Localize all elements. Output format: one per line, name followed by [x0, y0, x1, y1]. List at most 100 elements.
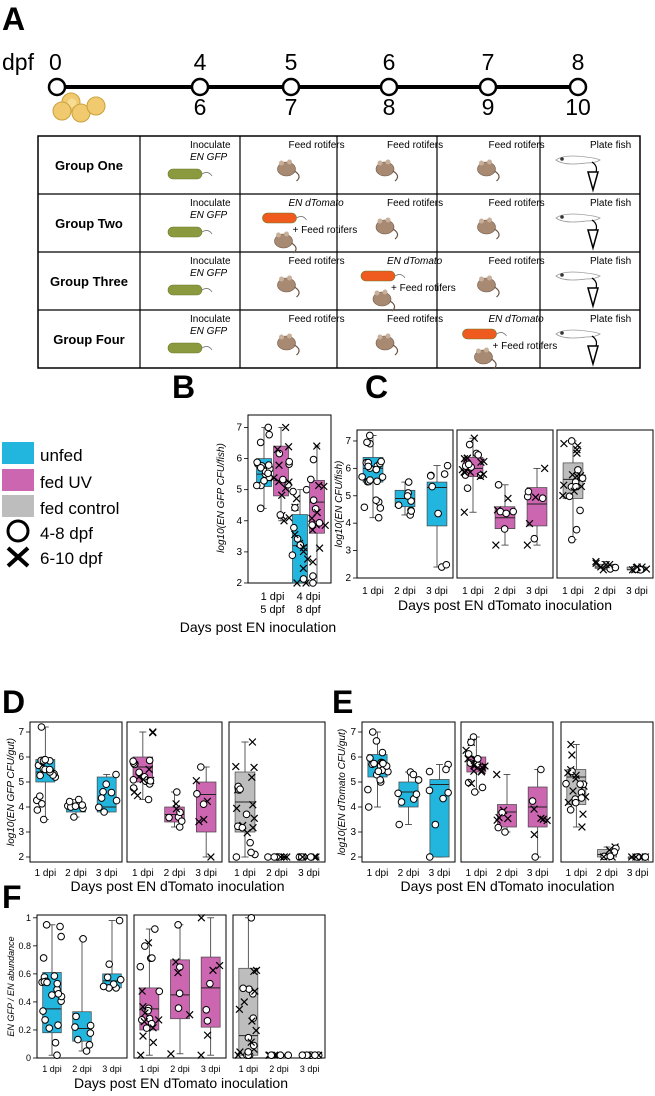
rotifer-icon	[375, 335, 395, 351]
data-point-circle	[366, 754, 374, 762]
y-tick-label: 0.6	[18, 969, 31, 979]
data-point-circle	[501, 828, 509, 836]
embryo-icon	[86, 96, 106, 116]
rotifer-tail-icon	[392, 228, 399, 240]
data-point-circle	[358, 473, 366, 481]
data-point-circle	[567, 535, 576, 544]
rotifer-icon	[375, 161, 395, 177]
data-point-circle	[377, 457, 385, 466]
data-point-cross	[282, 853, 291, 861]
table-cell-text: Feed rotifers	[387, 140, 443, 151]
data-point-cross	[467, 779, 476, 788]
data-point-cross	[291, 530, 299, 539]
data-point-cross	[478, 763, 486, 772]
data-point-circle	[146, 777, 155, 785]
rotifer-cilia-icon	[279, 160, 284, 166]
data-point-circle	[85, 1041, 94, 1049]
x-tick-label: 1 dpi	[362, 586, 384, 597]
data-point-cross	[530, 805, 538, 813]
data-point-circle	[425, 767, 434, 776]
data-point-circle	[41, 1016, 49, 1024]
chart-panel-e: 2 3 4 5 6 7 1 dpi 2 dpi 3 dpi 1 dpi 2 dpi 3 dpi 1 dp…	[337, 721, 654, 894]
data-point-circle	[78, 801, 87, 809]
data-point-circle	[290, 523, 298, 532]
panel-label-e: E	[332, 684, 353, 720]
data-point-cross	[209, 966, 217, 975]
data-point-cross	[577, 482, 586, 491]
x-axis-label: Days post EN dTomato inoculation	[71, 878, 285, 894]
x-tick-label: 2 dpi	[596, 868, 618, 879]
data-point-circle	[45, 1024, 54, 1032]
data-point-circle	[99, 982, 108, 991]
data-point-circle	[498, 808, 506, 817]
data-point-circle	[116, 975, 125, 984]
table-cell-text: EN GFP	[190, 268, 228, 279]
data-point-cross	[280, 853, 289, 861]
data-point-circle	[86, 1021, 95, 1030]
data-point-cross	[477, 458, 485, 467]
y-tick-label: 4	[350, 802, 356, 813]
data-point-circle	[538, 494, 547, 503]
x-tick-label: 1 dpi	[465, 868, 487, 879]
y-axis-label: log10(EN GFP CFU/gut)	[6, 738, 17, 846]
data-point-circle	[528, 797, 537, 805]
x-tick-label: 1 dpi	[140, 1064, 160, 1074]
x-axis-label: Days post EN dTomato inoculation	[401, 878, 615, 894]
tube-icon	[587, 171, 599, 193]
panel-label-b: B	[172, 369, 195, 405]
data-point-circle	[39, 815, 48, 824]
x-tick-label: 3 dpi	[102, 1064, 122, 1074]
transfer-arrow-icon	[591, 219, 598, 231]
data-point-circle	[65, 797, 74, 806]
data-point-circle	[365, 431, 374, 440]
data-point-cross	[248, 800, 257, 809]
data-point-circle	[99, 787, 107, 796]
data-point-circle	[155, 987, 164, 996]
timeline-top-label: 7	[482, 49, 495, 75]
rotifer-icon	[477, 277, 496, 293]
data-point-circle	[72, 1012, 80, 1021]
data-point-cross	[275, 461, 283, 470]
table-cell-text: EN GFP	[190, 152, 228, 163]
data-point-circle	[54, 1021, 62, 1029]
data-point-circle	[443, 461, 452, 470]
data-point-cross	[523, 541, 532, 549]
plot-frame	[247, 414, 332, 584]
data-point-cross	[543, 816, 551, 825]
timeline-node	[478, 77, 498, 97]
y-tick-label: 3	[345, 546, 351, 557]
panel-label-f: F	[2, 879, 22, 915]
data-point-circle	[309, 496, 318, 504]
data-point-circle	[293, 535, 302, 543]
plot-frame	[126, 721, 223, 863]
data-point-circle	[175, 989, 184, 998]
rotifer-cilia-icon	[279, 334, 284, 340]
data-point-cross	[602, 560, 610, 569]
legend-label-circle: 4-8 dpf	[40, 524, 93, 543]
legend-label-fed-uv: fed UV	[40, 473, 93, 492]
y-tick-label: 3	[350, 827, 356, 838]
data-point-cross	[569, 787, 577, 795]
larval-fish-icon	[555, 213, 601, 223]
data-point-cross	[460, 454, 469, 463]
table-cell-text: + Feed rotifers	[493, 341, 558, 352]
rotifer-icon	[477, 219, 496, 235]
table-cell-text: Feed rotifers	[489, 256, 545, 267]
data-point-circle	[174, 1004, 183, 1012]
data-point-cross	[531, 493, 540, 502]
rotifer-tail-icon	[294, 286, 300, 298]
data-point-circle	[176, 963, 184, 971]
data-point-circle	[264, 461, 273, 469]
x-tick-label: 1 dpi	[562, 586, 584, 597]
x-tick-label: 1 dpi	[239, 1064, 259, 1074]
data-point-circle	[425, 853, 434, 861]
data-point-circle	[641, 853, 650, 861]
dtomato-bacterium-icon-flagellum	[394, 274, 406, 279]
data-point-cross	[234, 1051, 242, 1060]
data-point-cross	[250, 967, 258, 976]
data-point-cross	[248, 1017, 256, 1025]
dtomato-bacterium-icon-flagellum	[296, 216, 307, 221]
x-axis-label: Days post EN inoculation	[180, 619, 336, 635]
data-point-cross	[572, 771, 580, 780]
